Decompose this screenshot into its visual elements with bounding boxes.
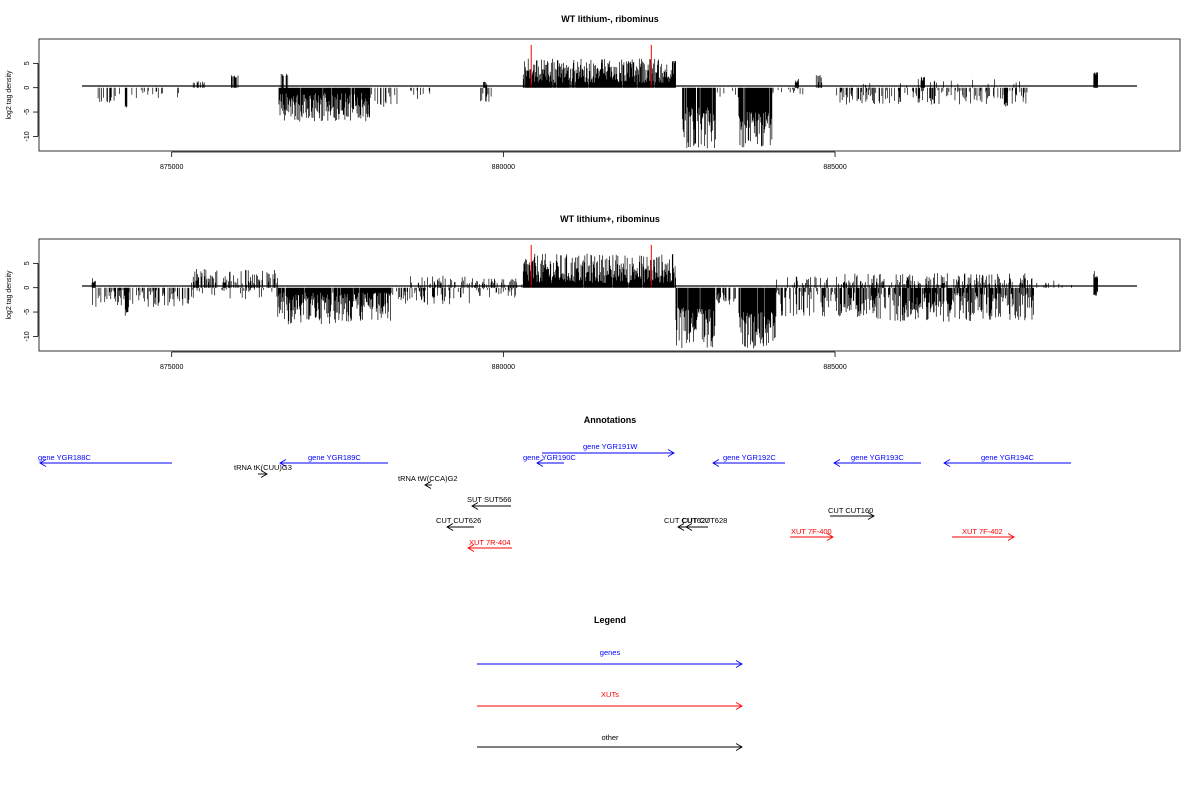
y-tick-label: -10 (24, 131, 31, 141)
annotation-label: gene YGR190C (523, 453, 576, 462)
legend-items: genes XUTs other (477, 648, 743, 751)
legend-title: Legend (594, 615, 626, 625)
annotation-xut-arrow (790, 533, 834, 541)
x-axis: 875000 880000 885000 (160, 351, 847, 371)
legend-label: other (601, 733, 619, 742)
y-tick-label: -5 (24, 309, 31, 315)
legend: Legend genes XUTs other (477, 615, 743, 751)
marker-lines (530, 44, 652, 88)
y-tick-label: 5 (24, 61, 31, 65)
x-axis: 875000 880000 885000 (160, 151, 847, 171)
annotation-label: XUT 7R-404 (469, 538, 511, 547)
annotation-other-arrow (258, 470, 268, 478)
y-axis: -10 -5 0 5 (24, 261, 39, 341)
annotation-label: CUT CUT160 (828, 506, 873, 515)
track-title: WT lithium-, ribominus (561, 14, 659, 24)
annotation-label: gene YGR194C (981, 453, 1034, 462)
annotation-label: XUT 7F-402 (962, 527, 1003, 536)
annotation-label: CUT CUT627 (664, 516, 709, 525)
x-tick-label: 875000 (160, 164, 183, 171)
annotation-gene-arrow (536, 459, 564, 467)
annotation-label: gene YGR192C (723, 453, 776, 462)
y-tick-label: 5 (24, 261, 31, 265)
annotation-label: gene YGR188C (38, 453, 91, 462)
annotation-xut-arrow (952, 533, 1015, 541)
annotation-label: gene YGR191W (583, 442, 638, 451)
y-axis-label: log2 tag density (6, 70, 13, 120)
legend-other-arrow (477, 743, 743, 751)
y-tick-label: 0 (24, 286, 31, 290)
legend-xut-arrow (477, 702, 743, 710)
annotation-label: XUT 7F-400 (791, 527, 832, 536)
track-title: WT lithium+, ribominus (560, 214, 660, 224)
annotation-other-arrow (471, 502, 511, 510)
annotation-label: gene YGR189C (308, 453, 361, 462)
annotation-label: CUT CUT628 (682, 516, 727, 525)
annotation-other-arrow (685, 523, 708, 531)
annotation-label: gene YGR193C (851, 453, 904, 462)
annotations-title: Annotations (584, 415, 637, 425)
annotation-xut-arrow (467, 544, 512, 552)
x-tick-label: 880000 (492, 164, 515, 171)
x-tick-label: 885000 (823, 364, 846, 371)
x-tick-label: 875000 (160, 364, 183, 371)
annotation-other-arrow (424, 481, 432, 489)
marker-lines (530, 244, 652, 288)
annotation-gene-arrow (279, 459, 388, 467)
annotation-features: gene YGR188C gene YGR189C tRNA tK(CUU)G3 tR… (38, 442, 1071, 552)
y-axis: -10 -5 0 5 (24, 61, 39, 141)
annotation-gene-arrow (943, 459, 1071, 467)
signal-track-lithium-plus: WT lithium+, ribominus 875000 880000 88500… (6, 214, 1181, 371)
y-tick-label: 0 (24, 86, 31, 90)
x-tick-label: 885000 (823, 164, 846, 171)
y-tick-label: -5 (24, 109, 31, 115)
annotation-label: tRNA tW(CCA)G2 (398, 474, 458, 483)
annotation-other-arrow (446, 523, 474, 531)
signal-bars-path (97, 58, 1098, 149)
signal-bars-path (91, 253, 1098, 349)
x-tick-label: 880000 (492, 364, 515, 371)
legend-label: genes (600, 648, 621, 657)
annotation-other-arrow (830, 512, 875, 520)
signal-track-lithium-minus: WT lithium-, ribominus 875000 880000 88500… (6, 14, 1181, 171)
plot-frame (38, 238, 1181, 352)
signal-bars (97, 58, 1098, 149)
legend-label: XUTs (601, 690, 619, 699)
annotation-label: tRNA tK(CUU)G3 (234, 463, 292, 472)
annotation-label: CUT CUT626 (436, 516, 481, 525)
y-tick-label: -10 (24, 331, 31, 341)
y-axis-label: log2 tag density (6, 270, 13, 320)
legend-gene-arrow (477, 660, 743, 668)
annotation-gene-arrow (39, 459, 172, 467)
annotations-track: Annotations gene YGR188C gene YGR189C tRNA… (38, 415, 1071, 552)
annotation-gene-arrow (833, 459, 921, 467)
annotation-gene-arrow (542, 449, 675, 457)
signal-bars (91, 253, 1098, 349)
annotation-gene-arrow (712, 459, 785, 467)
annotation-label: SUT SUT566 (467, 495, 511, 504)
plot-frame (38, 38, 1181, 152)
